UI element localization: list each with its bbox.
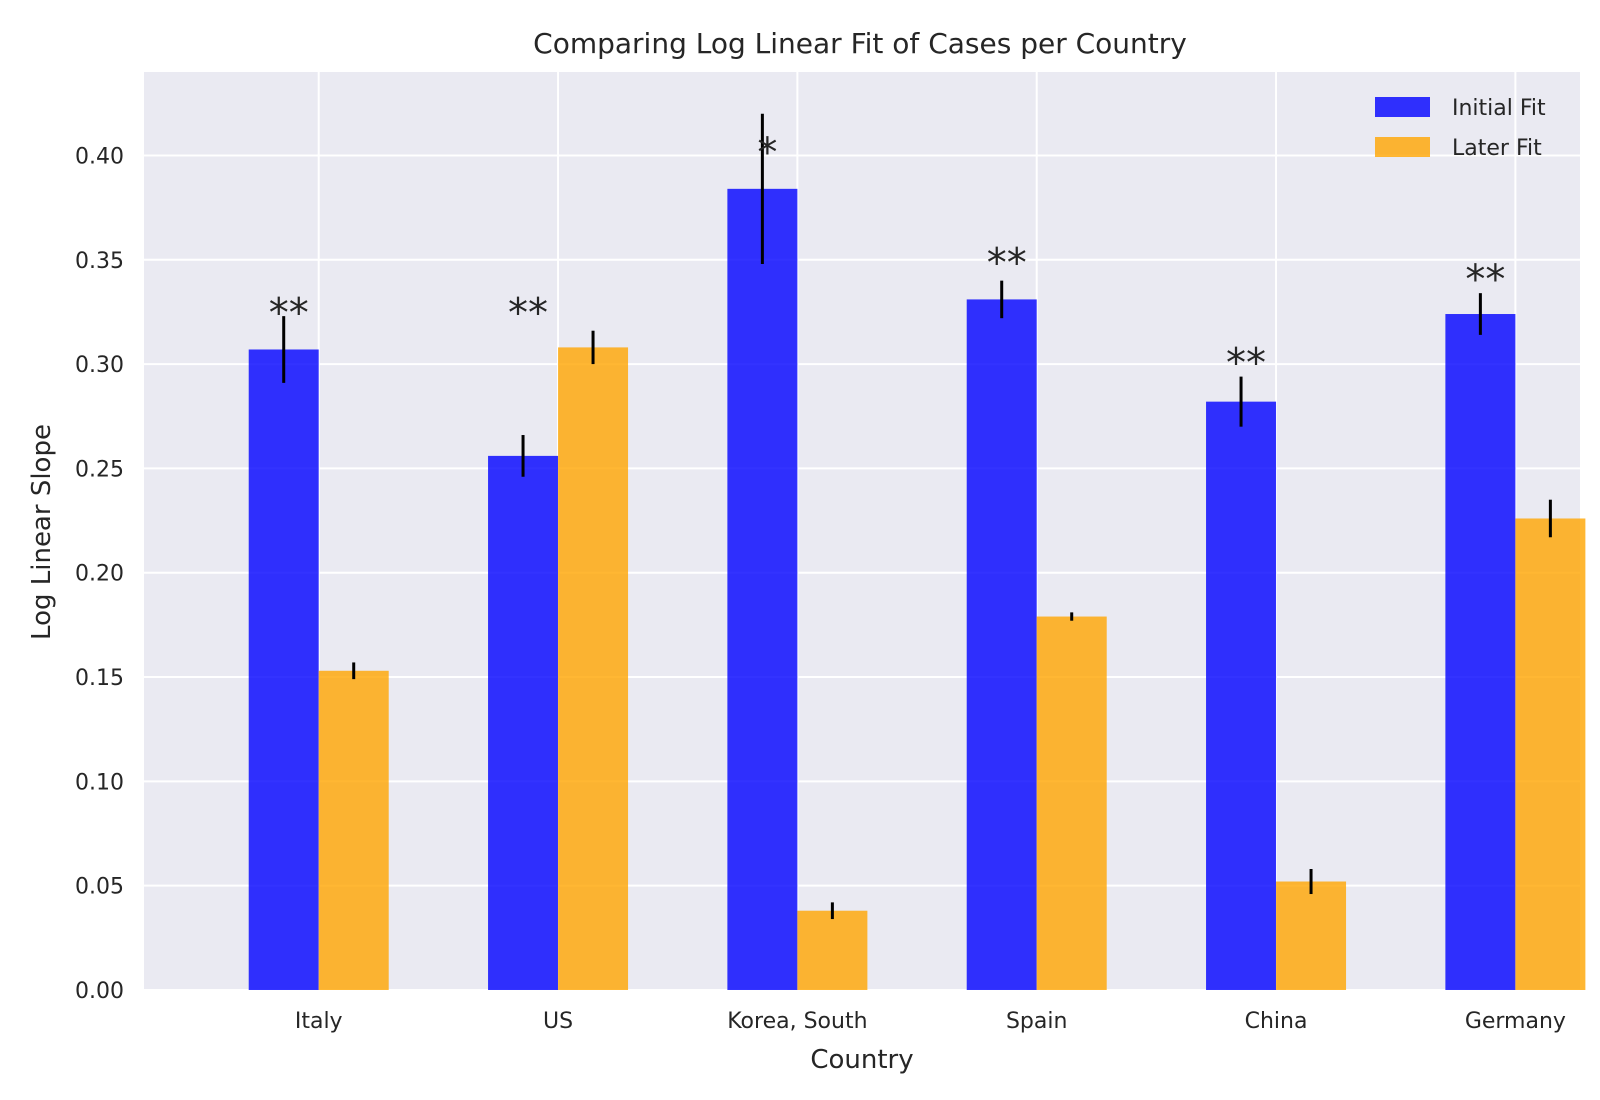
bar-later-fit [1515, 518, 1586, 990]
y-axis-label: Log Linear Slope [27, 424, 57, 640]
y-tick-label: 0.25 [75, 457, 124, 482]
significance-marker: ** [1226, 341, 1266, 387]
error-bars [282, 113, 1552, 920]
bar-initial-fit [966, 299, 1037, 990]
significance-annotations: ** ********* [269, 130, 1506, 387]
significance-marker: * [757, 130, 777, 176]
legend-swatch-later-fit [1375, 137, 1430, 157]
bar-initial-fit [727, 188, 798, 990]
bar-initial-fit [1206, 401, 1277, 990]
significance-marker: ** [987, 240, 1027, 286]
legend-swatch-initial-fit [1375, 97, 1430, 117]
x-tick-label: Italy [295, 1009, 343, 1034]
x-axis-ticks: Italy US Korea, South Spain China Germany [295, 1009, 1566, 1034]
x-tick-label: Korea, South [727, 1009, 867, 1034]
bar-initial-fit [1445, 314, 1516, 990]
y-axis-ticks: 0.00 0.05 0.10 0.15 0.20 0.25 0.30 0.35 0.40 [75, 144, 124, 1004]
bar-later-fit [558, 347, 629, 990]
legend: Initial Fit Later Fit [1375, 96, 1546, 161]
bar-later-fit [797, 910, 868, 990]
x-axis-label: Country [810, 1045, 913, 1075]
y-tick-label: 0.30 [75, 353, 124, 378]
significance-marker: ** [269, 291, 309, 337]
y-tick-label: 0.40 [75, 144, 124, 169]
y-tick-label: 0.20 [75, 562, 124, 587]
x-tick-label: Germany [1465, 1009, 1566, 1034]
y-tick-label: 0.15 [75, 666, 124, 691]
significance-marker: ** [1465, 257, 1505, 303]
significance-marker: ** [508, 291, 548, 337]
x-tick-label: China [1245, 1009, 1308, 1034]
x-tick-label: US [543, 1009, 573, 1034]
chart-title: Comparing Log Linear Fit of Cases per Co… [533, 27, 1187, 60]
legend-label-later-fit: Later Fit [1452, 136, 1542, 161]
bar-initial-fit [248, 349, 319, 991]
bar-later-fit [318, 670, 389, 990]
y-tick-label: 0.35 [75, 249, 124, 274]
y-tick-label: 0.00 [75, 979, 124, 1004]
bar-later-fit [1276, 881, 1347, 990]
bar-initial-fit [488, 455, 559, 991]
bar-later-fit [1036, 616, 1107, 990]
x-tick-label: Spain [1006, 1009, 1067, 1034]
y-tick-label: 0.10 [75, 770, 124, 795]
legend-label-initial-fit: Initial Fit [1452, 96, 1546, 121]
y-tick-label: 0.05 [75, 875, 124, 900]
bars [248, 188, 1586, 991]
